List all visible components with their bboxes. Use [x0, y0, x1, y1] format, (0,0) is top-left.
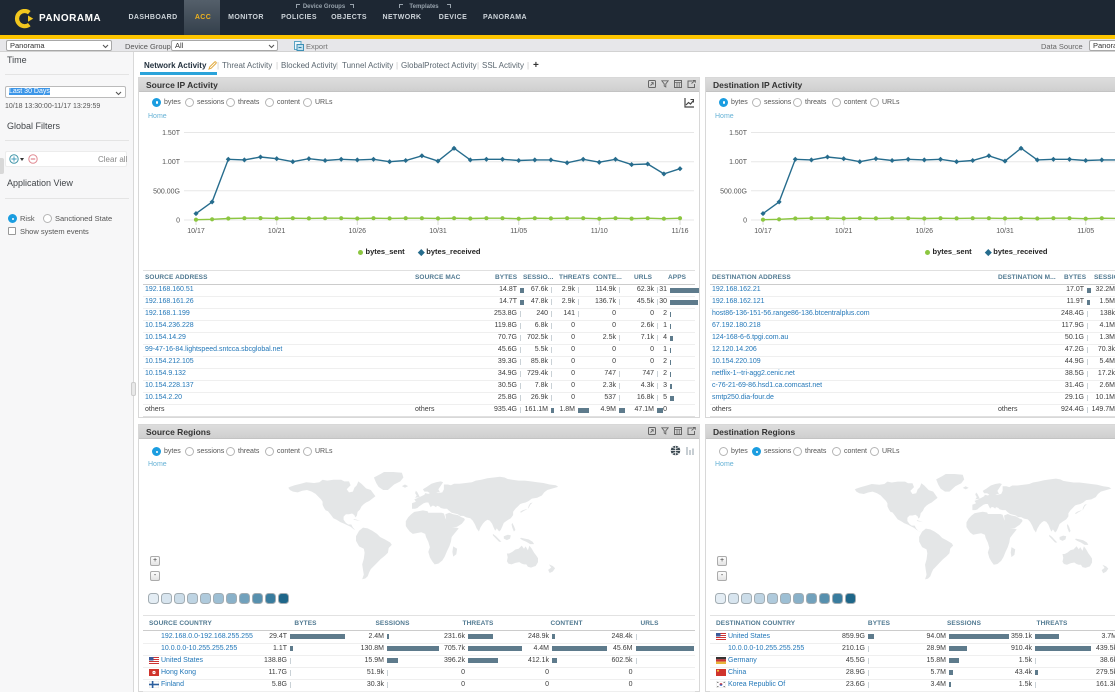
svg-text:10/17: 10/17 — [187, 228, 205, 235]
svg-text:1.00T: 1.00T — [729, 159, 748, 166]
svg-text:1.00T: 1.00T — [162, 159, 181, 166]
svg-text:11/05: 11/05 — [1077, 228, 1094, 235]
svg-text:11/16: 11/16 — [672, 228, 689, 235]
svg-text:10/21: 10/21 — [835, 228, 853, 235]
svg-text:10/31: 10/31 — [996, 228, 1014, 235]
svg-text:11/10: 11/10 — [591, 228, 608, 235]
svg-text:10/26: 10/26 — [916, 228, 934, 235]
svg-text:11/05: 11/05 — [510, 228, 527, 235]
svg-text:10/17: 10/17 — [754, 228, 772, 235]
svg-text:10/31: 10/31 — [429, 228, 447, 235]
svg-text:10/21: 10/21 — [268, 228, 286, 235]
svg-text:500.00G: 500.00G — [720, 188, 747, 195]
svg-text:10/26: 10/26 — [349, 228, 367, 235]
svg-text:500.00G: 500.00G — [153, 188, 180, 195]
svg-text:1.50T: 1.50T — [729, 130, 748, 137]
svg-text:0: 0 — [176, 218, 180, 225]
svg-text:1.50T: 1.50T — [162, 130, 181, 137]
svg-text:0: 0 — [743, 218, 747, 225]
